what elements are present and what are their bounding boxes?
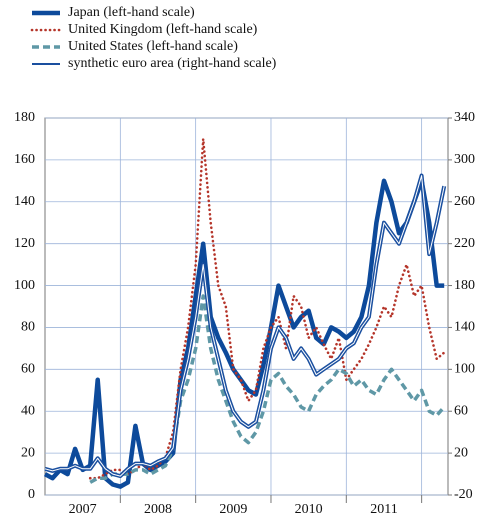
y-tick-label: 60 (21, 362, 35, 377)
y-tick-label: 80 (21, 320, 35, 335)
legend-label: United States (left-hand scale) (68, 39, 238, 54)
y2-tick-label: 100 (454, 362, 475, 377)
y2-tick-label: 180 (454, 278, 475, 293)
series-line (88, 137, 446, 480)
legend-label: Japan (left-hand scale) (68, 5, 195, 20)
y2-tick-label: 260 (454, 194, 475, 209)
y2-tick-label: 340 (454, 110, 475, 125)
y-tick-label: 40 (21, 403, 35, 418)
y2-tick-label: 220 (454, 236, 475, 251)
y-tick-label: 140 (14, 194, 35, 209)
series-line (43, 178, 445, 489)
x-tick-label: 2011 (370, 502, 397, 517)
y2-tick-label: 300 (454, 152, 475, 167)
y-tick-label: 20 (21, 445, 35, 460)
y-tick-label: 160 (14, 152, 35, 167)
legend-label: United Kingdom (left-hand scale) (68, 22, 258, 37)
y-tick-label: 100 (14, 278, 35, 293)
y-tick-label: 0 (28, 487, 35, 502)
series-line (89, 294, 446, 484)
y2-tick-label: 60 (454, 403, 468, 418)
y2-tick-label: -20 (454, 487, 473, 502)
series-line (44, 175, 445, 477)
y-tick-label: 180 (14, 110, 35, 125)
x-tick-label: 2009 (219, 502, 247, 517)
legend-label: synthetic euro area (right-hand scale) (68, 56, 277, 71)
y2-tick-label: 140 (454, 320, 475, 335)
x-tick-label: 2010 (295, 502, 323, 517)
y2-tick-label: 20 (454, 445, 468, 460)
plot-area (44, 117, 449, 496)
x-tick-label: 2008 (144, 502, 172, 517)
y-tick-label: 120 (14, 236, 35, 251)
x-tick-label: 2007 (69, 502, 97, 517)
